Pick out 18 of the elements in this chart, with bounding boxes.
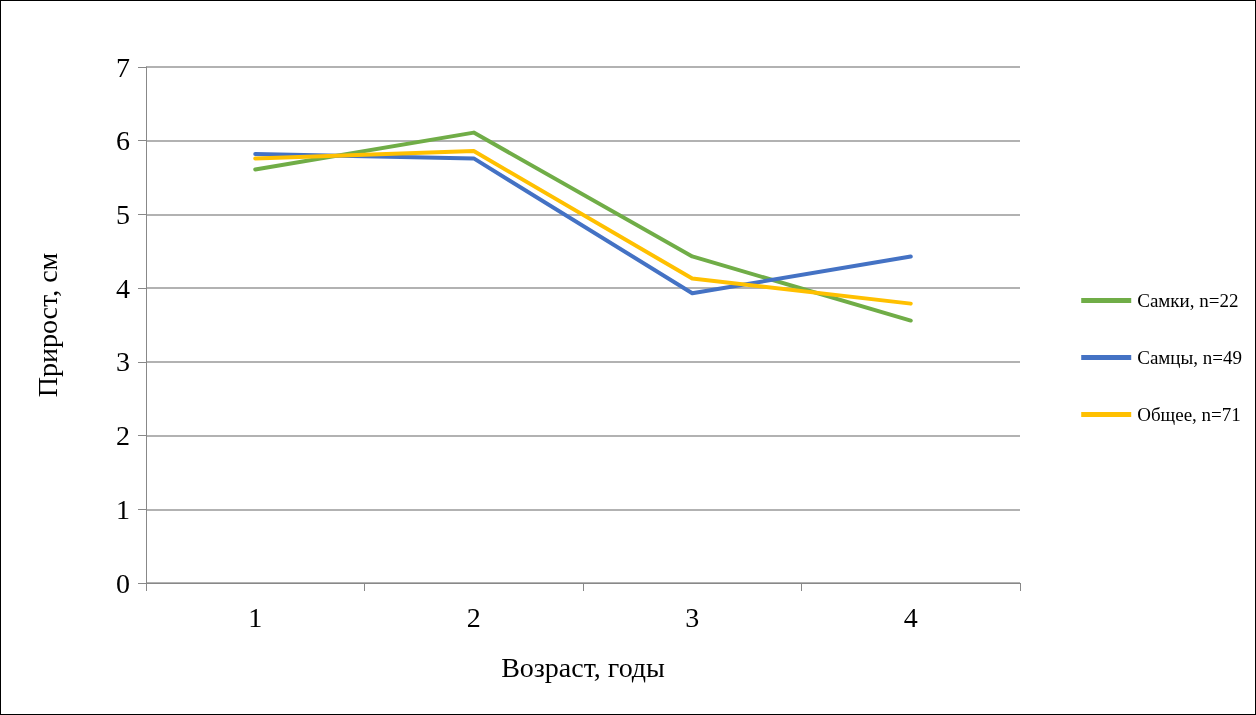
x-tick-label: 1 — [248, 601, 263, 633]
x-tick-label: 4 — [903, 601, 918, 633]
y-tick-label: 0 — [116, 567, 130, 599]
y-tick-label: 1 — [116, 493, 130, 525]
y-tick-label: 7 — [116, 51, 130, 83]
legend-label: Самцы, n=49 — [1137, 347, 1242, 368]
y-tick-label: 6 — [116, 125, 130, 157]
y-tick-label: 4 — [116, 272, 130, 304]
y-tick-label: 2 — [116, 420, 130, 452]
y-axis-title: Прирост, см — [31, 252, 63, 398]
x-axis-title: Возраст, годы — [501, 651, 666, 683]
y-tick-label: 3 — [116, 346, 130, 378]
x-tick-label: 2 — [466, 601, 481, 633]
y-tick-label: 5 — [116, 198, 130, 230]
x-tick-label: 3 — [685, 601, 700, 633]
line-series — [253, 130, 913, 323]
legend-label: Самки, n=22 — [1137, 290, 1239, 311]
legend-label: Общее, n=71 — [1137, 404, 1241, 425]
